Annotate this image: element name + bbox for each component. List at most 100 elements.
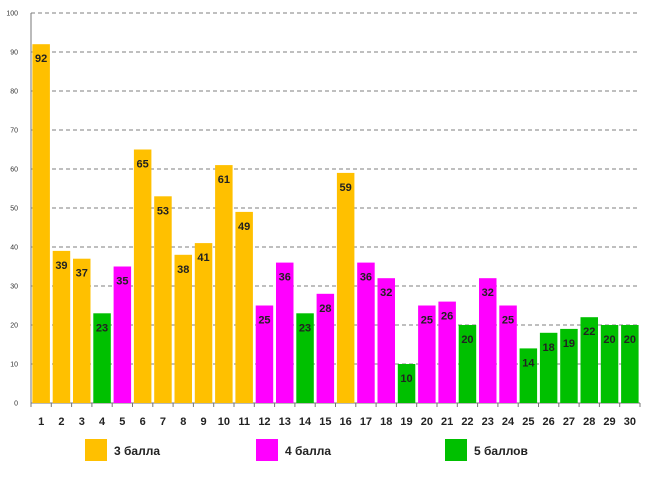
data-label-2: 39: [55, 260, 67, 272]
y-tick-label-20: 20: [10, 323, 18, 330]
bar-21: [438, 301, 456, 403]
x-tick-label-27: 27: [563, 416, 575, 428]
data-label-25: 14: [522, 357, 535, 369]
bar-4: [93, 313, 111, 403]
bar-11: [235, 211, 253, 403]
x-tick-label-2: 2: [58, 416, 64, 428]
bar-14: [296, 313, 314, 403]
bar-10: [215, 165, 233, 403]
y-tick-label-80: 80: [10, 89, 18, 96]
x-tick-label-18: 18: [380, 416, 392, 428]
legend-swatch-2: [256, 439, 278, 461]
x-tick-labels: 1 2 3 4 5 6 7 8 9 10 11 12 13 14 15 16 17 18 19 20 21 22 23 24 2…: [38, 416, 636, 428]
data-label-9: 41: [197, 252, 209, 264]
x-tick-label-19: 19: [400, 416, 412, 428]
bar-16: [336, 172, 355, 403]
data-label-4: 23: [96, 322, 108, 334]
x-tick-label-8: 8: [180, 416, 186, 428]
bar-23: [479, 278, 497, 403]
data-label-1: 92: [35, 53, 47, 65]
data-label-7: 53: [157, 205, 169, 217]
data-label-11: 49: [238, 221, 250, 233]
data-label-15: 28: [319, 303, 331, 315]
y-tick-label-30: 30: [10, 284, 18, 291]
grid: [31, 12, 640, 365]
y-tick-label-60: 60: [10, 167, 18, 174]
bar-9: [194, 243, 213, 403]
x-tick-label-26: 26: [543, 416, 555, 428]
bar-17: [357, 262, 375, 403]
bar-6: [133, 149, 152, 403]
data-label-10: 61: [218, 174, 230, 186]
x-tick-label-7: 7: [160, 416, 166, 428]
data-label-18: 32: [380, 287, 392, 299]
legend-swatch-1: [85, 439, 107, 461]
data-label-8: 38: [177, 264, 189, 276]
bar-3: [73, 258, 91, 403]
x-tick-label-29: 29: [603, 416, 615, 428]
bar-20: [418, 305, 436, 403]
bar-13: [276, 262, 294, 403]
y-tick-label-70: 70: [10, 128, 18, 135]
x-tick-label-16: 16: [340, 416, 352, 428]
legend: 3 балла 4 балла 5 баллов: [85, 439, 528, 461]
data-label-26: 18: [543, 342, 555, 354]
legend-swatch-3: [445, 439, 467, 461]
x-tick-label-10: 10: [218, 416, 230, 428]
bar-25: [519, 348, 538, 403]
data-label-21: 26: [441, 311, 453, 323]
x-tick-label-5: 5: [119, 416, 125, 428]
data-label-17: 36: [360, 272, 372, 284]
x-tick-label-11: 11: [238, 416, 250, 428]
x-tick-label-25: 25: [522, 416, 534, 428]
data-label-30: 20: [624, 334, 636, 346]
x-tick-label-4: 4: [99, 416, 106, 428]
legend-label-2: 4 балла: [285, 444, 331, 458]
data-label-13: 36: [279, 272, 291, 284]
x-tick-label-9: 9: [200, 416, 206, 428]
data-label-20: 25: [421, 315, 433, 327]
data-label-5: 35: [116, 276, 128, 288]
x-tick-label-6: 6: [140, 416, 146, 428]
y-tick-label-40: 40: [10, 245, 18, 252]
bar-1: [32, 44, 50, 403]
data-label-14: 23: [299, 322, 311, 334]
bar-19: [397, 364, 416, 403]
x-tick-label-17: 17: [360, 416, 372, 428]
data-label-27: 19: [563, 338, 575, 350]
y-tick-label-100: 100: [6, 11, 18, 18]
y-tick-labels: 0 10 20 30 40 50 60 70 80 90 100: [6, 11, 18, 408]
x-tick-label-1: 1: [38, 416, 44, 428]
data-label-3: 37: [76, 268, 88, 280]
data-label-6: 65: [137, 159, 149, 171]
bar-28: [580, 317, 598, 403]
bar-12: [255, 305, 274, 403]
x-tick-label-21: 21: [441, 416, 453, 428]
y-tick-label-0: 0: [14, 401, 18, 408]
data-label-23: 32: [482, 287, 494, 299]
x-tick-label-14: 14: [299, 416, 312, 428]
bar-18: [377, 278, 395, 403]
y-tick-label-10: 10: [10, 362, 18, 369]
y-tick-label-90: 90: [10, 50, 18, 57]
x-tick-label-15: 15: [319, 416, 331, 428]
data-label-24: 25: [502, 315, 514, 327]
data-label-16: 59: [340, 182, 352, 194]
bar-15: [316, 293, 335, 403]
bar-30: [621, 325, 639, 403]
data-label-22: 20: [461, 334, 473, 346]
x-tick-label-12: 12: [258, 416, 270, 428]
x-tick-label-30: 30: [624, 416, 636, 428]
x-tick-label-23: 23: [482, 416, 494, 428]
x-tick-label-24: 24: [502, 416, 515, 428]
data-labels: 92 39 37 23 35 65 53 38 41 61 49 25 36 23 28 59 36 32 10 25…: [35, 53, 636, 385]
x-tick-label-13: 13: [279, 416, 291, 428]
x-tick-label-28: 28: [583, 416, 595, 428]
x-tick-label-22: 22: [461, 416, 473, 428]
bar-24: [499, 305, 517, 403]
bar-27: [560, 328, 578, 403]
bar-29: [600, 325, 619, 403]
y-tick-label-50: 50: [10, 206, 18, 213]
